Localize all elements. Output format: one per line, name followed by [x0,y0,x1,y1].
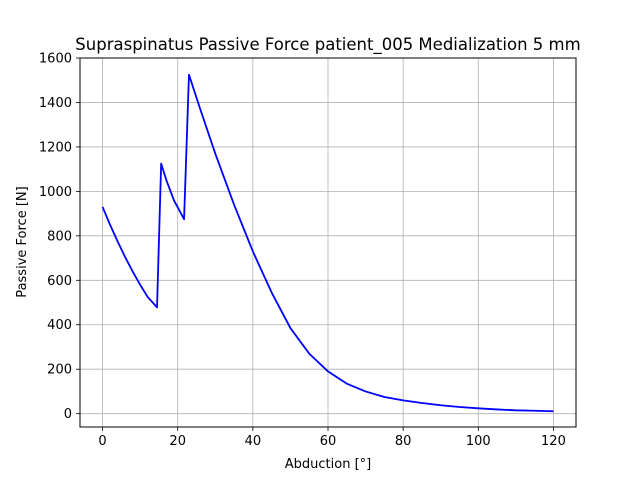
y-tick-label: 0 [64,407,72,422]
y-axis-ticks: 0 200 400 600 800 1000 1200 1400 1600 [39,52,80,422]
grid [80,57,576,427]
x-axis-ticks: 0 20 40 60 80 100 120 [98,427,566,449]
y-tick-label: 800 [47,229,72,244]
y-axis-label: Passive Force [N] [15,186,30,297]
y-tick-label: 1600 [39,52,72,67]
x-tick-label: 80 [395,434,412,449]
y-tick-label: 600 [47,274,72,289]
x-tick-label: 0 [98,434,106,449]
x-tick-label: 120 [541,434,566,449]
y-tick-label: 1200 [39,140,72,155]
x-tick-label: 60 [320,434,337,449]
x-axis-label: Abduction [°] [285,457,371,472]
series-line-1 [101,73,554,413]
y-tick-label: 200 [47,363,72,378]
y-tick-label: 1000 [39,185,72,200]
y-tick-label: 1400 [39,96,72,111]
x-tick-label: 20 [169,434,186,449]
x-tick-label: 40 [245,434,262,449]
series-layer [101,73,554,413]
y-tick-label: 400 [47,318,72,333]
chart-title: Supraspinatus Passive Force patient_005 … [75,35,580,55]
x-tick-label: 100 [466,434,491,449]
